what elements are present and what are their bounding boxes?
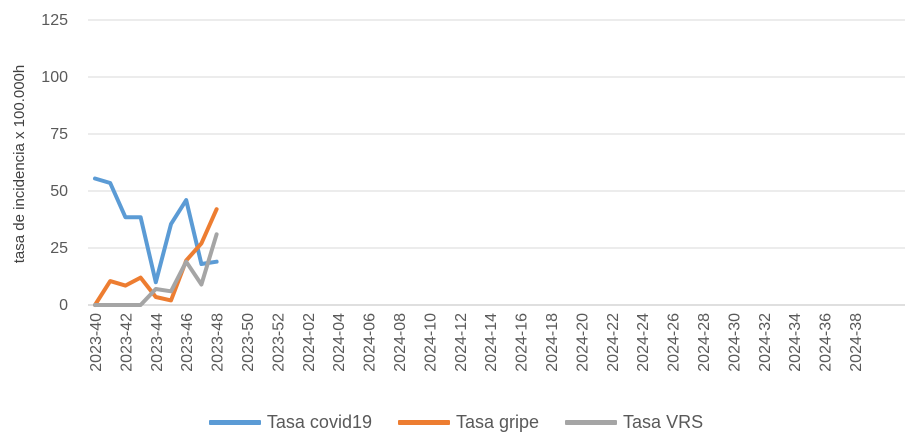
- y-tick-label: 50: [50, 183, 68, 200]
- y-tick-label: 0: [59, 297, 68, 314]
- x-tick-label: 2024-22: [605, 313, 622, 372]
- x-tick-label: 2024-06: [362, 313, 379, 372]
- y-tick-label: 25: [50, 240, 68, 257]
- y-tick-label: 125: [41, 12, 68, 29]
- gridlines: [88, 19, 905, 249]
- series-lines: [93, 176, 219, 307]
- x-tick-label: 2024-30: [726, 313, 743, 372]
- x-tick-label: 2024-14: [483, 313, 500, 372]
- y-axis-label: tasa de incidencia x 100.000h: [11, 65, 28, 263]
- legend: Tasa covid19 Tasa gripe Tasa VRS: [0, 410, 912, 434]
- legend-swatch: [565, 419, 618, 425]
- y-tick-label: 75: [50, 126, 68, 143]
- x-tick-label: 2024-04: [331, 313, 348, 372]
- y-tick-label: 100: [41, 69, 68, 86]
- legend-item: Tasa VRS: [565, 412, 703, 433]
- legend-label: Tasa VRS: [623, 411, 704, 432]
- x-tick-label: 2024-38: [848, 313, 865, 372]
- series-line-tasa-gripe: [93, 207, 219, 307]
- x-tick-label: 2023-44: [149, 313, 166, 372]
- series-line-tasa-covid19: [93, 176, 219, 285]
- x-tick-label: 2024-16: [514, 313, 531, 372]
- x-tick-label: 2024-26: [666, 313, 683, 372]
- x-tick-label: 2024-18: [544, 313, 561, 372]
- x-tick-label: 2024-12: [453, 313, 470, 372]
- x-tick-label: 2024-36: [818, 313, 835, 372]
- x-tick-label: 2024-10: [422, 313, 439, 372]
- x-tick-label: 2024-08: [392, 313, 409, 372]
- x-tick-label: 2024-28: [696, 313, 713, 372]
- x-axis: 2023-40 2023-42 2023-44 2023-46 2023-48 2023-…: [88, 304, 905, 372]
- x-tick-label: 2023-42: [118, 313, 135, 372]
- legend-swatch: [397, 419, 450, 425]
- x-tick-label: 2024-34: [787, 313, 804, 372]
- series-line-tasa-vrs: [93, 232, 219, 307]
- x-tick-label: 2023-50: [240, 313, 257, 372]
- legend-item: Tasa covid19: [208, 411, 372, 433]
- x-tick-label: 2024-24: [635, 313, 652, 372]
- legend-item: Tasa gripe: [397, 411, 540, 433]
- y-axis: 0 25 50 75 100 125: [41, 12, 68, 314]
- x-tick-label: 2024-32: [757, 313, 774, 372]
- x-tick-label: 2023-52: [270, 313, 287, 372]
- x-tick-label: 2023-46: [179, 313, 196, 372]
- legend-label: Tasa gripe: [455, 411, 540, 432]
- legend-label: Tasa covid19: [266, 411, 372, 432]
- legend-swatch: [208, 419, 261, 425]
- x-tick-label: 2023-48: [210, 313, 227, 372]
- x-tick-label: 2024-20: [574, 313, 591, 372]
- x-tick-label: 2023-40: [88, 313, 105, 372]
- x-tick-label: 2024-02: [301, 313, 318, 372]
